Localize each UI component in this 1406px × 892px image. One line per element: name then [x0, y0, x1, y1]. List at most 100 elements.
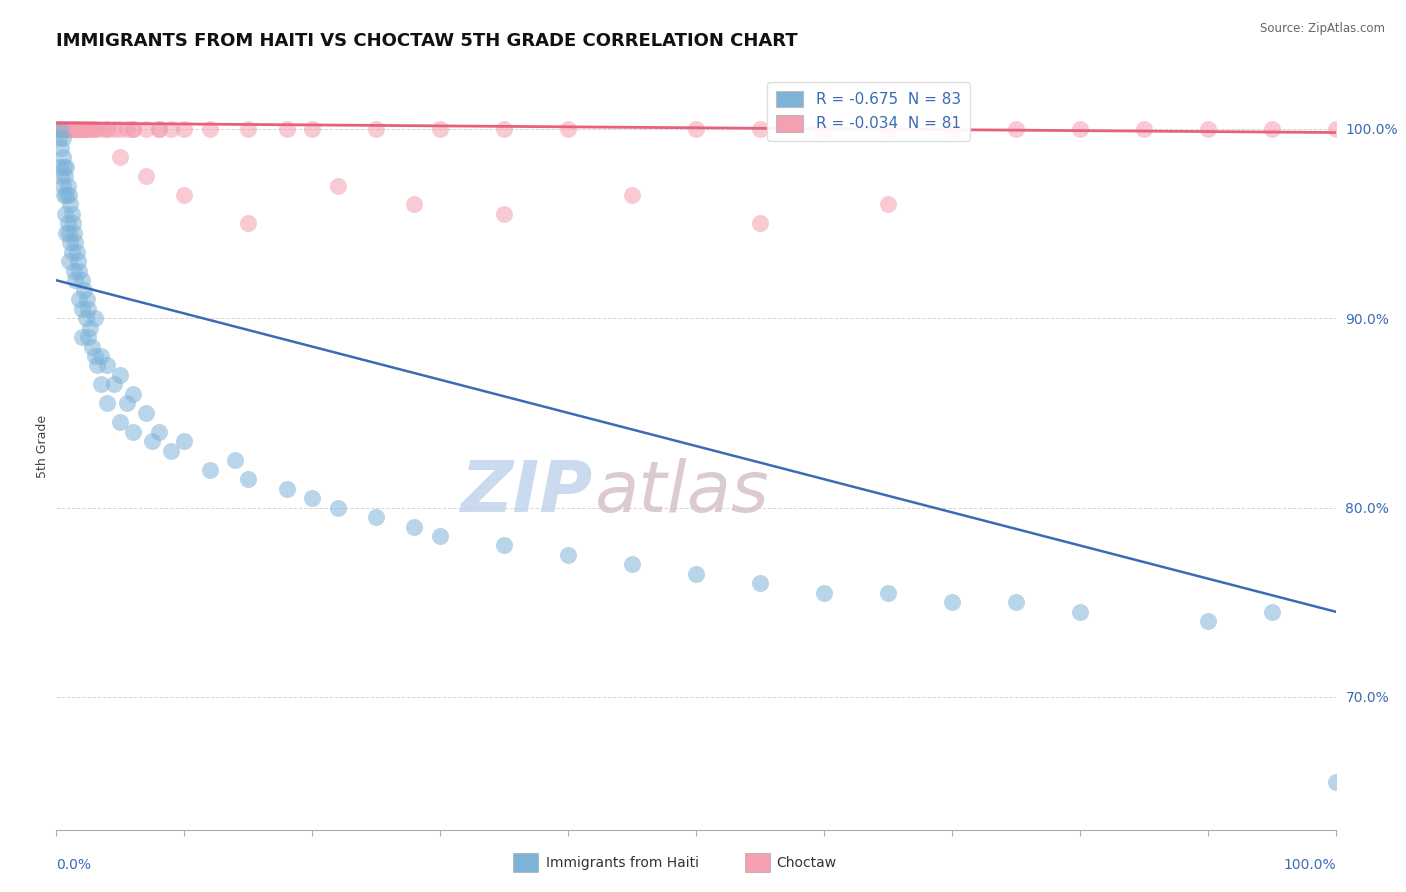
Point	[70, 330, 93, 344]
Point	[1324, 775, 1347, 789]
Point	[110, 121, 132, 136]
Point	[55, 188, 77, 202]
Point	[66, 254, 89, 268]
Point	[621, 188, 644, 202]
Point	[66, 121, 89, 136]
Point	[63, 226, 86, 240]
Point	[70, 301, 93, 316]
Point	[1133, 121, 1156, 136]
Point	[326, 500, 349, 515]
Point	[77, 121, 100, 136]
Point	[404, 197, 426, 211]
Point	[148, 425, 170, 439]
Point	[366, 510, 388, 524]
Point	[51, 121, 73, 136]
Point	[1324, 121, 1347, 136]
Point	[96, 121, 118, 136]
Point	[103, 121, 125, 136]
Legend: R = -0.675  N = 83, R = -0.034  N = 81: R = -0.675 N = 83, R = -0.034 N = 81	[766, 81, 970, 141]
Point	[494, 207, 516, 221]
Point	[79, 320, 101, 334]
Point	[51, 121, 73, 136]
Y-axis label: 5th Grade: 5th Grade	[37, 415, 49, 477]
Point	[67, 121, 90, 136]
Text: 0.0%: 0.0%	[56, 858, 91, 872]
Point	[63, 264, 86, 278]
Point	[49, 121, 72, 136]
Point	[236, 216, 260, 230]
Point	[60, 121, 83, 136]
Point	[55, 226, 77, 240]
Point	[90, 121, 112, 136]
Point	[48, 121, 70, 136]
Point	[51, 169, 73, 183]
Point	[52, 178, 75, 193]
Point	[813, 121, 835, 136]
Text: Immigrants from Haiti: Immigrants from Haiti	[546, 855, 699, 870]
Point	[96, 396, 118, 410]
Point	[276, 482, 298, 496]
Point	[52, 131, 75, 145]
Point	[173, 188, 195, 202]
Point	[83, 349, 105, 363]
Point	[60, 121, 83, 136]
Point	[70, 121, 93, 136]
Point	[56, 121, 79, 136]
Point	[1261, 121, 1284, 136]
Point	[73, 283, 96, 297]
Point	[67, 264, 90, 278]
Point	[58, 121, 80, 136]
Point	[115, 121, 138, 136]
Point	[1069, 605, 1091, 619]
Point	[77, 301, 100, 316]
Point	[96, 359, 118, 373]
Point	[404, 519, 426, 533]
Point	[198, 121, 221, 136]
Point	[86, 359, 108, 373]
Point	[55, 121, 77, 136]
Point	[557, 548, 579, 562]
Point	[115, 396, 138, 410]
Point	[122, 121, 145, 136]
Text: Source: ZipAtlas.com: Source: ZipAtlas.com	[1260, 22, 1385, 36]
Point	[53, 169, 76, 183]
Point	[366, 121, 388, 136]
Point	[429, 529, 451, 543]
Point	[1069, 121, 1091, 136]
Point	[66, 121, 89, 136]
Point	[67, 292, 90, 306]
Point	[621, 558, 644, 572]
Point	[173, 121, 195, 136]
Point	[494, 121, 516, 136]
Point	[52, 121, 75, 136]
Point	[52, 121, 75, 136]
Point	[122, 425, 145, 439]
Point	[429, 121, 451, 136]
Point	[90, 349, 112, 363]
Point	[1197, 121, 1219, 136]
Point	[77, 121, 100, 136]
Point	[276, 121, 298, 136]
Text: Choctaw: Choctaw	[776, 855, 837, 870]
Point	[83, 311, 105, 326]
Point	[301, 121, 323, 136]
Text: ZIP: ZIP	[461, 458, 593, 526]
Point	[877, 586, 900, 600]
Point	[103, 377, 125, 392]
Point	[52, 188, 75, 202]
Point	[160, 443, 183, 458]
Point	[135, 406, 157, 420]
Point	[941, 595, 963, 609]
Point	[53, 121, 76, 136]
Point	[58, 121, 80, 136]
Point	[135, 121, 157, 136]
Text: IMMIGRANTS FROM HAITI VS CHOCTAW 5TH GRADE CORRELATION CHART: IMMIGRANTS FROM HAITI VS CHOCTAW 5TH GRA…	[56, 32, 797, 50]
Point	[70, 121, 93, 136]
Point	[1004, 121, 1026, 136]
Point	[72, 121, 94, 136]
Point	[224, 453, 246, 467]
Point	[75, 121, 97, 136]
Point	[198, 463, 221, 477]
Point	[53, 121, 76, 136]
Point	[48, 131, 70, 145]
